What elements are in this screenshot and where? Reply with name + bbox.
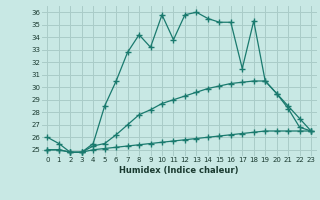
X-axis label: Humidex (Indice chaleur): Humidex (Indice chaleur) <box>119 166 239 175</box>
